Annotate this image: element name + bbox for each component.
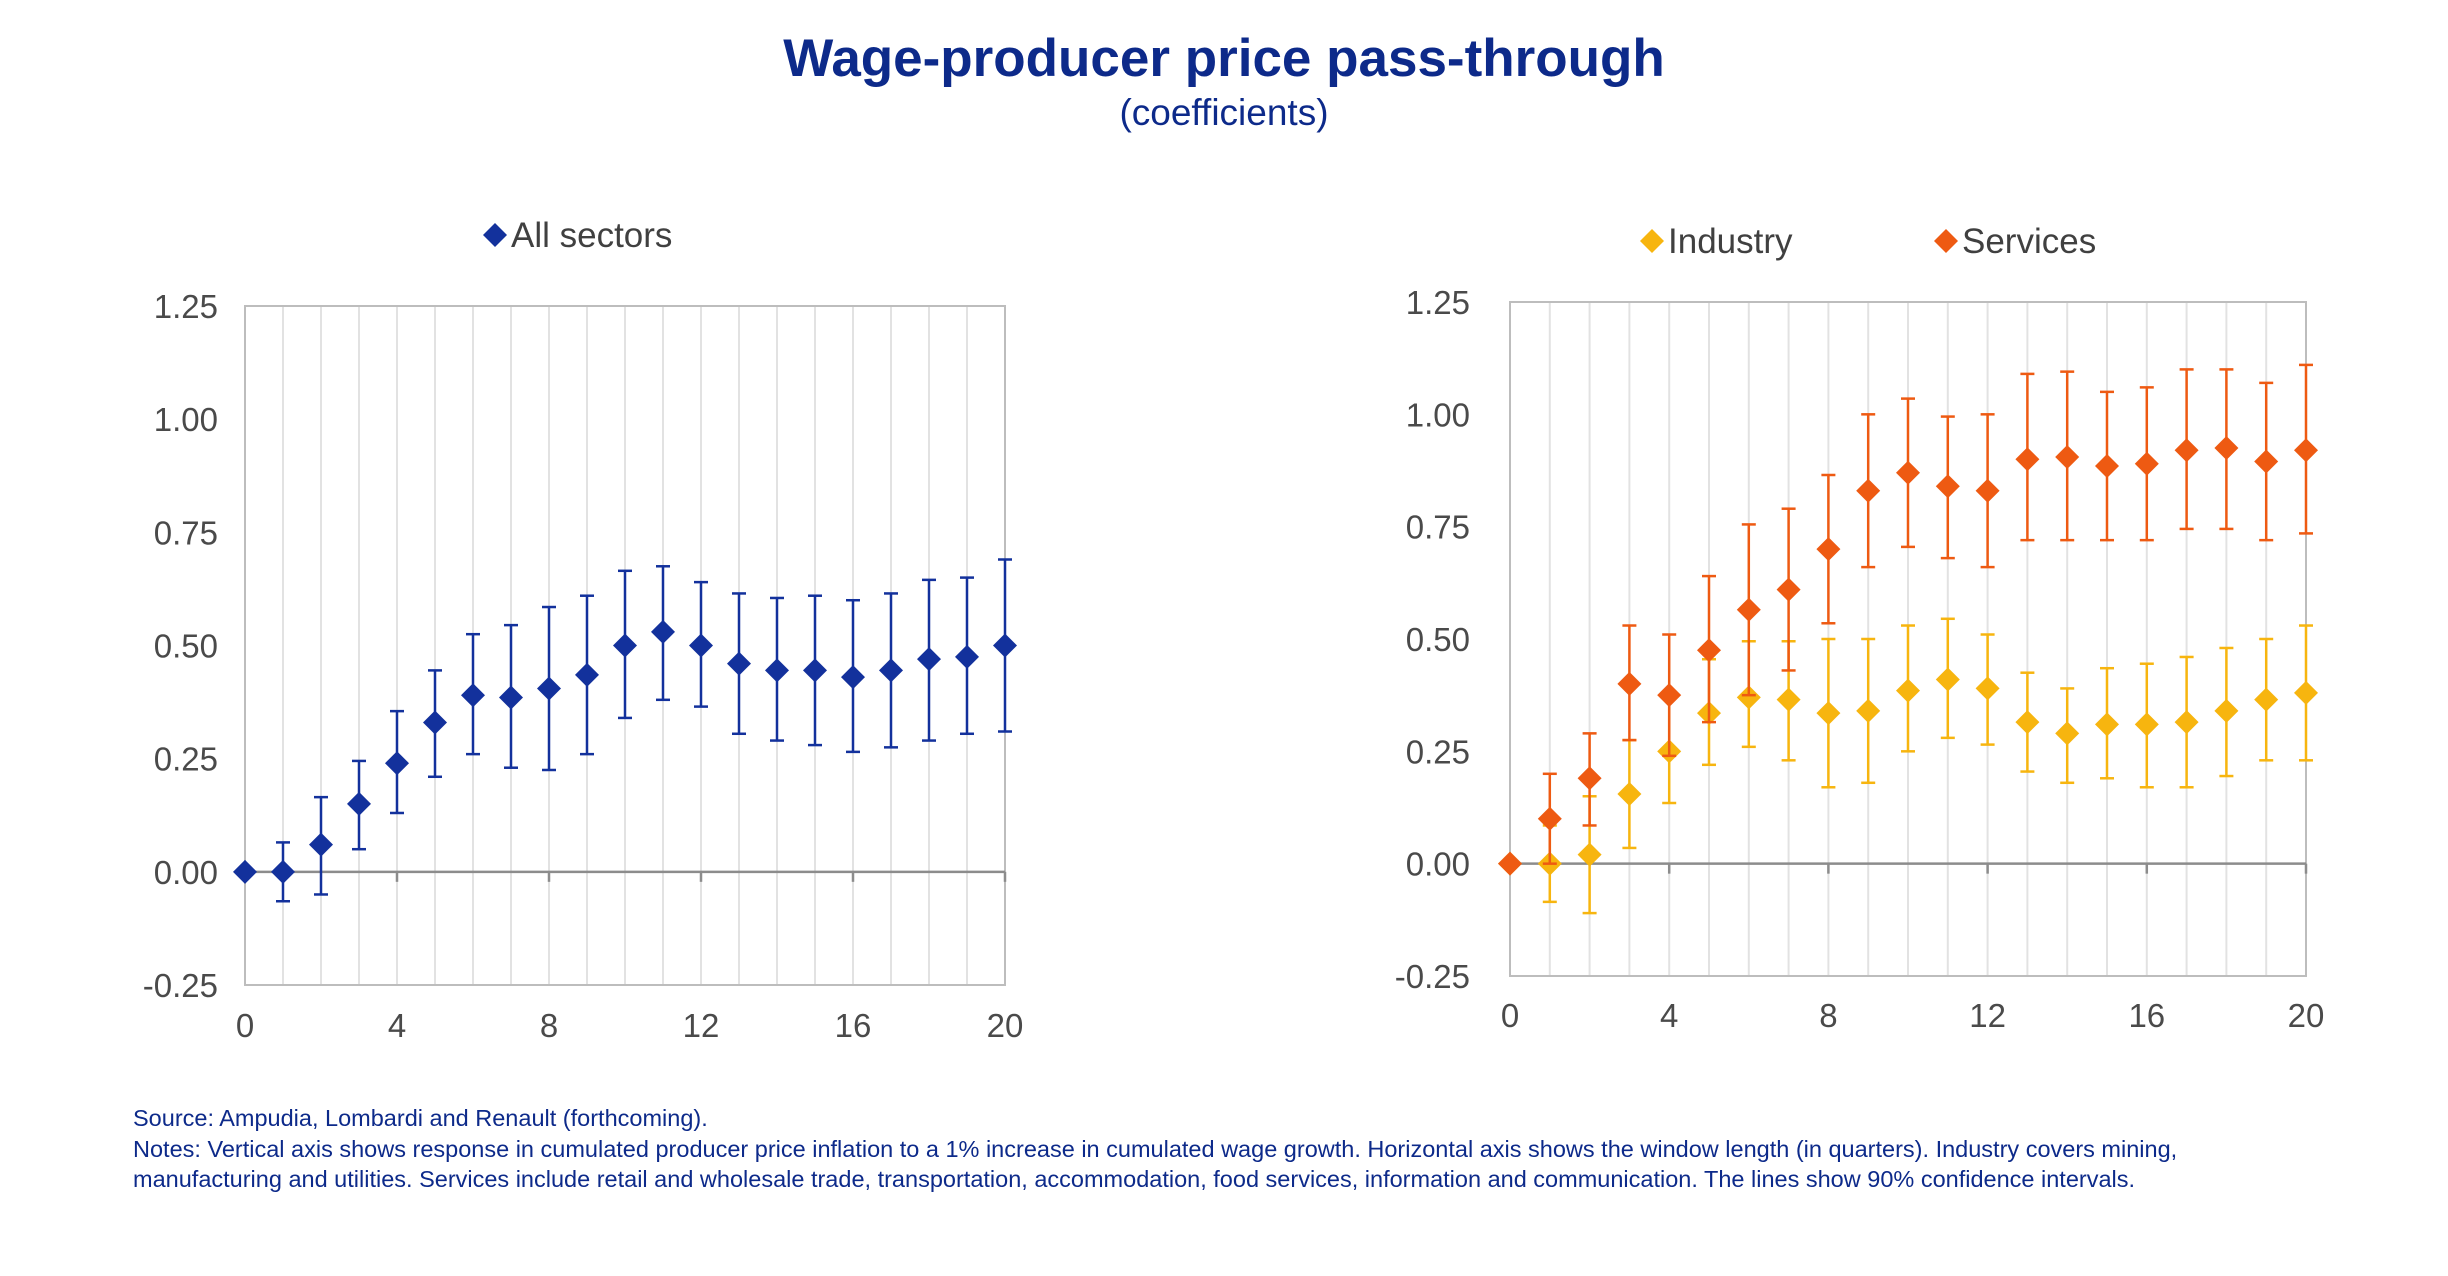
x-tick-label: 4 [388,1007,406,1044]
data-point [955,644,979,669]
legend-marker [1934,229,1958,253]
y-tick-label: 0.50 [154,628,218,665]
data-point [803,658,827,683]
y-tick-label: 1.00 [154,401,218,438]
data-point [1975,478,2000,503]
data-point [1816,701,1841,726]
data-point [2095,712,2119,737]
data-point [613,633,637,658]
chart-subtitle: (coefficients) [1119,92,1329,133]
data-point [499,685,523,710]
y-tick-label: 0.75 [154,514,218,551]
legend-label: Services [1962,222,2096,261]
x-tick-label: 20 [2288,997,2325,1034]
data-point [2134,712,2159,737]
data-point [1498,851,1522,876]
y-tick-label: 1.00 [1406,396,1470,433]
data-point [2174,438,2199,463]
data-point [1776,687,1801,712]
data-point [1935,667,1960,692]
data-point [765,658,789,683]
data-point [841,665,865,690]
data-point [1736,685,1761,710]
data-point [1537,806,1562,831]
data-point [2174,710,2199,735]
data-point [2055,721,2080,746]
y-tick-label: -0.25 [143,967,218,1004]
x-tick-label: 20 [987,1007,1024,1044]
y-tick-label: 0.75 [1406,509,1470,546]
data-point [1697,638,1721,663]
data-point [1617,782,1642,807]
x-tick-label: 12 [1969,997,2006,1034]
data-point [1816,537,1841,562]
data-point [2254,687,2279,712]
data-point [2294,438,2318,463]
data-point [2134,451,2159,476]
y-tick-label: 0.50 [1406,621,1470,658]
data-point [727,651,751,676]
data-point [2214,436,2239,461]
data-point [917,647,941,672]
legend-label: All sectors [511,216,672,255]
y-tick-label: 1.25 [154,288,218,325]
data-point [2254,449,2279,474]
x-tick-label: 16 [2128,997,2165,1034]
data-point [537,676,561,701]
x-tick-label: 4 [1660,997,1678,1034]
data-point [1577,842,1602,867]
data-point [2214,698,2239,723]
data-point [575,662,599,687]
legend-marker [1640,229,1664,253]
data-point [423,710,447,735]
y-tick-label: -0.25 [1395,958,1470,995]
data-point [1736,597,1761,622]
y-tick-label: 0.00 [154,854,218,891]
data-point [271,859,295,884]
data-point [1975,676,2000,701]
data-point [2294,680,2318,705]
data-point [879,658,903,683]
x-tick-label: 8 [1819,997,1837,1034]
notes-text: Notes: Vertical axis shows response in c… [133,1135,2178,1193]
data-point [1935,474,1960,499]
x-tick-label: 0 [236,1007,254,1044]
legend-label: Industry [1668,222,1793,261]
data-point [233,859,257,884]
data-point [1856,698,1881,723]
data-point [2015,710,2040,735]
data-point [993,633,1017,658]
data-point [385,751,409,776]
data-point [1577,766,1602,791]
data-point [651,619,675,644]
source-text: Source: Ampudia, Lombardi and Renault (f… [133,1105,708,1131]
chart-title: Wage-producer price pass-through [783,29,1665,88]
x-tick-label: 8 [540,1007,558,1044]
y-tick-label: 0.25 [1406,733,1470,770]
data-point [1657,683,1682,708]
legend-marker [483,223,507,247]
data-point [1896,460,1920,485]
source-notes: Source: Ampudia, Lombardi and Renault (f… [133,1103,2303,1195]
data-point [689,633,713,658]
data-point [1856,478,1881,503]
x-tick-label: 0 [1501,997,1519,1034]
data-point [309,832,333,857]
data-point [461,683,485,708]
y-tick-label: 0.25 [154,741,218,778]
data-point [1617,671,1642,696]
y-tick-label: 1.25 [1406,284,1470,321]
data-point [1896,678,1920,703]
data-point [2015,447,2040,472]
data-point [1776,577,1801,602]
data-point [347,791,371,816]
x-tick-label: 12 [683,1007,720,1044]
y-tick-label: 0.00 [1406,846,1470,883]
x-tick-label: 16 [835,1007,872,1044]
data-point [2055,445,2080,470]
data-point [2095,454,2119,479]
